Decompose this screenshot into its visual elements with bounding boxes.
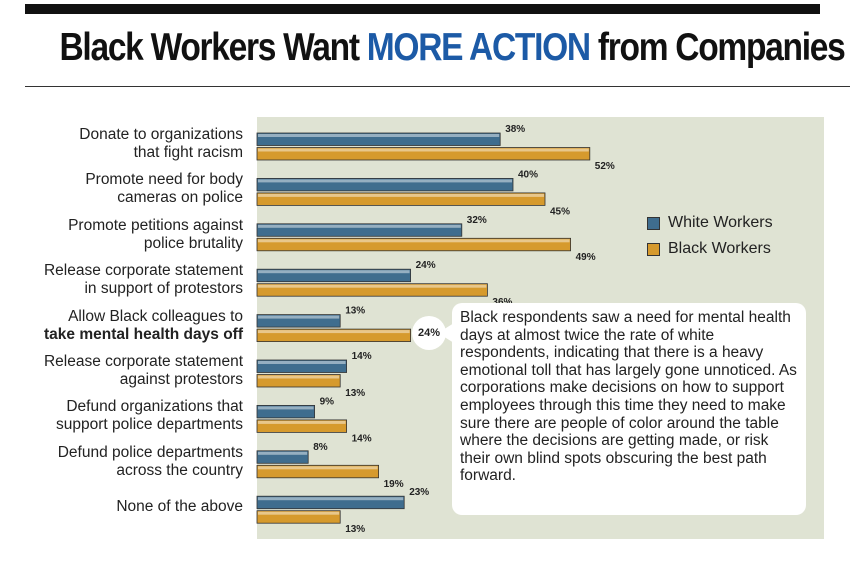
bar-highlight <box>258 224 461 228</box>
bar-black-workers <box>256 464 379 479</box>
bar-white-workers <box>256 177 514 192</box>
bar-black-workers <box>256 237 572 252</box>
callout-text: Black respondents saw a need for mental … <box>460 309 797 485</box>
category-label: Defund organizations that support police … <box>56 398 243 434</box>
category-label: Defund police departments across the coun… <box>58 444 243 480</box>
bar-white-workers <box>256 268 412 283</box>
legend-label-black: Black Workers <box>668 240 771 257</box>
category-label: Release corporate statement against prote… <box>44 353 243 389</box>
bar-highlight <box>258 466 378 470</box>
bar-highlight <box>258 134 500 137</box>
category-label: Release corporate statement in support of… <box>44 262 243 298</box>
bar-highlight <box>258 375 340 379</box>
value-label: 40% <box>518 169 538 180</box>
category-label: Promote petitions against police brutalit… <box>68 217 243 253</box>
category-label-line1: None of the above <box>116 498 243 516</box>
legend: White Workers Black Workers <box>647 210 773 262</box>
value-label: 14% <box>352 433 372 444</box>
category-label-line1: Promote petitions against <box>68 216 243 234</box>
category-label: Donate to organizations that fight racism <box>79 126 243 162</box>
bar-white-workers <box>256 132 501 146</box>
category-label: Promote need for body cameras on police <box>85 171 243 207</box>
value-label: 36% <box>492 297 512 308</box>
legend-item-white: White Workers <box>647 210 773 236</box>
category-label-line1: Allow Black colleagues to <box>68 307 243 325</box>
category-label-line1: Release corporate statement <box>43 353 243 370</box>
bar-highlight <box>258 406 314 410</box>
bar-highlight <box>258 497 404 501</box>
bar-white-workers <box>256 450 309 464</box>
chart-title: Black Workers Want MORE ACTION from Comp… <box>59 26 846 69</box>
bar-black-workers <box>256 328 412 343</box>
category-label-line1: Release corporate statement <box>43 262 243 280</box>
category-label-line2: across the country <box>116 461 243 479</box>
bar-white-workers <box>256 223 463 237</box>
bar-black-workers <box>256 147 591 161</box>
bar-highlight <box>258 193 544 197</box>
bar-highlight <box>258 284 487 288</box>
category-label-line2: take mental health days off <box>44 325 243 343</box>
value-label: 45% <box>550 206 570 217</box>
legend-item-black: Black Workers <box>647 236 773 262</box>
bar-highlight <box>258 179 512 183</box>
value-label: 49% <box>576 252 596 263</box>
category-label-line1: Defund police departments <box>57 443 243 461</box>
callout-badge: 24% <box>412 316 446 350</box>
bar-black-workers <box>256 283 488 297</box>
callout-box <box>452 303 806 515</box>
category-label-line2: in support of protestors <box>84 280 243 298</box>
bar-highlight <box>258 451 308 455</box>
value-label: 52% <box>595 161 615 172</box>
bar-highlight <box>258 511 340 515</box>
category-label: Allow Black colleagues to take mental hea… <box>44 308 243 344</box>
value-label: 9% <box>320 396 335 407</box>
category-label-line1: Promote need for body <box>85 171 243 189</box>
legend-swatch-black <box>647 242 660 256</box>
category-label-line2: police brutality <box>143 234 243 252</box>
title-rule <box>25 86 850 87</box>
title-accent: MORE ACTION <box>366 26 591 69</box>
category-label-line1: Defund organizations that <box>66 398 243 416</box>
bar-highlight <box>258 330 410 334</box>
bar-highlight <box>258 315 340 319</box>
bar-white-workers <box>256 495 405 510</box>
category-label-line2: support police departments <box>56 416 243 434</box>
bar-white-workers <box>256 359 347 373</box>
value-label: 13% <box>345 306 365 317</box>
value-label: 24% <box>416 260 436 271</box>
bar-highlight <box>258 420 346 424</box>
value-label: 13% <box>345 524 365 535</box>
bar-black-workers <box>256 374 341 388</box>
value-label: 23% <box>409 487 429 498</box>
category-label-line2: cameras on police <box>117 189 243 207</box>
bar-black-workers <box>256 419 347 433</box>
category-label-line2: that fight racism <box>133 144 243 161</box>
category-label: None of the above <box>116 498 243 516</box>
category-label-line1: Donate to organizations <box>79 126 243 143</box>
bar-white-workers <box>256 314 341 328</box>
bar-highlight <box>258 148 589 152</box>
value-label: 14% <box>352 351 372 362</box>
bar-black-workers <box>256 192 546 206</box>
legend-swatch-white <box>647 216 660 230</box>
bar-white-workers <box>256 404 315 419</box>
top-rule <box>25 4 820 14</box>
value-label: 8% <box>313 442 328 453</box>
value-label: 19% <box>384 479 404 490</box>
legend-label-white: White Workers <box>668 214 773 231</box>
value-label: 13% <box>345 388 365 399</box>
category-label-line2: against protestors <box>119 371 243 388</box>
value-label: 32% <box>467 215 487 226</box>
bar-highlight <box>258 270 410 274</box>
bar-highlight <box>258 361 346 364</box>
bar-black-workers <box>256 510 341 524</box>
bar-highlight <box>258 239 570 243</box>
value-label: 38% <box>505 124 525 135</box>
